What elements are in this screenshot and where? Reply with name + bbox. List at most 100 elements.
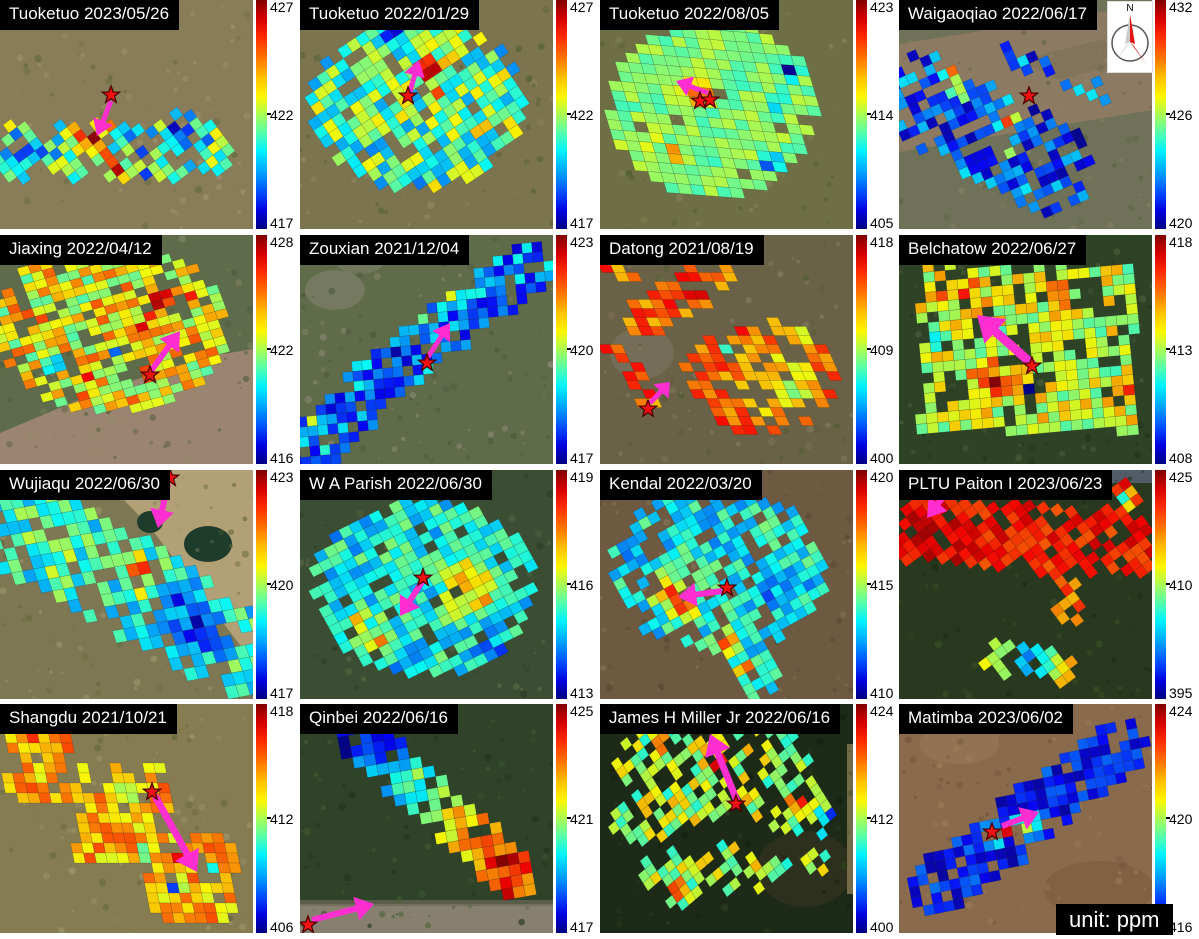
xco2-cell [765, 425, 783, 435]
xco2-cell [389, 336, 401, 348]
power-plant-star-icon [699, 89, 721, 109]
xco2-cell [968, 287, 982, 299]
panel-title: Qinbei 2022/06/16 [300, 704, 458, 735]
xco2-cell [465, 814, 479, 828]
xco2-cell [491, 832, 505, 846]
xco2-cell [1084, 337, 1098, 349]
xco2-cell [370, 348, 382, 360]
xco2-cell [814, 558, 830, 574]
xco2-cell [1103, 416, 1117, 428]
colorbar-max-label: 423 [270, 469, 294, 485]
xco2-cell [797, 416, 815, 426]
power-plant-star-icon [141, 781, 163, 801]
compass-rose: N [1107, 1, 1153, 73]
xco2-cell [475, 869, 489, 883]
xco2-cell [925, 301, 939, 313]
xco2-cell [791, 822, 805, 838]
xco2-cell [1083, 327, 1097, 339]
xco2-cell [1096, 785, 1110, 799]
colorbar-max-label: 418 [870, 234, 894, 250]
xco2-cell [713, 281, 731, 291]
xco2-cell [965, 368, 979, 380]
xco2-cell [1113, 405, 1127, 417]
xco2-cell [248, 617, 253, 632]
xco2-cell [329, 443, 341, 455]
xco2-cell [932, 371, 946, 383]
xco2-cell [1014, 303, 1028, 315]
xco2-cell [1137, 536, 1152, 552]
xco2-cell [771, 161, 789, 173]
xco2-cell [384, 387, 396, 399]
xco2-cell [437, 311, 449, 323]
colorbar-mid-label: 420 [570, 342, 594, 358]
xco2-cell [980, 407, 994, 419]
xco2-cell [468, 318, 480, 330]
xco2-cell [635, 575, 651, 591]
colorbar-mid-tick [867, 348, 871, 350]
xco2-cell [1049, 320, 1063, 332]
xco2-cell [1117, 334, 1131, 346]
xco2-cell [922, 271, 936, 283]
xco2-cell [1099, 376, 1113, 388]
xco2-cell [1048, 310, 1062, 322]
power-plant-star-icon [139, 364, 161, 384]
xco2-cell [141, 812, 155, 824]
xco2-cell [1049, 201, 1063, 215]
xco2-cell [992, 416, 1006, 428]
xco2-cell [219, 872, 233, 884]
xco2-cell [1098, 366, 1112, 378]
xco2-cell [452, 805, 466, 819]
xco2-cell [728, 187, 746, 199]
colorbar-mid-label: 416 [570, 577, 594, 593]
xco2-cell [531, 241, 543, 253]
xco2-cell [1132, 757, 1146, 771]
xco2-cell [1027, 322, 1041, 334]
xco2-cell [1003, 304, 1017, 316]
colorbar-mid-label: 410 [1169, 577, 1193, 593]
xco2-cell [926, 422, 940, 434]
panel-tuoketuo-2022-08-05: Tuoketuo 2022/08/05 423 414 405 [600, 0, 899, 235]
xco2-cell [521, 242, 533, 254]
colorbar [556, 704, 567, 933]
power-plant-star-icon [1018, 85, 1040, 105]
xco2-cell [460, 339, 472, 351]
xco2-cell [372, 740, 386, 754]
xco2-cell [951, 339, 965, 351]
xco2-cell [959, 419, 973, 431]
xco2-cell [966, 378, 980, 390]
xco2-cell [957, 399, 971, 411]
xco2-cell [825, 371, 843, 381]
panel-title: Kendal 2022/03/20 [600, 470, 762, 501]
xco2-cell [1040, 341, 1054, 353]
xco2-cell [949, 319, 963, 331]
xco2-cell [1095, 336, 1109, 348]
colorbar [556, 470, 567, 699]
xco2-cell [383, 377, 395, 389]
xco2-cell [450, 340, 462, 352]
xco2-cell [620, 772, 634, 788]
panel-wujiaqu-2022-06-30: Wujiaqu 2022/06/30 423 420 417 [0, 470, 300, 704]
xco2-cell [238, 656, 253, 672]
colorbar-min-label: 405 [870, 215, 894, 231]
xco2-cell [366, 409, 378, 421]
xco2-cell [532, 251, 544, 263]
xco2-cell [521, 872, 535, 886]
xco2-cell [975, 357, 989, 369]
xco2-cell [512, 885, 526, 899]
xco2-cell [338, 432, 350, 444]
xco2-cell [1064, 359, 1078, 371]
xco2-cell [977, 377, 991, 389]
xco2-cell [144, 772, 158, 784]
xco2-cell [459, 329, 471, 341]
colorbar [856, 704, 867, 933]
xco2-cell [486, 296, 498, 308]
xco2-cell [373, 378, 385, 390]
xco2-cell [493, 642, 509, 658]
terrain-feature [184, 526, 232, 562]
xco2-cell [326, 413, 338, 425]
power-plant-star-icon [412, 567, 434, 587]
xco2-cell [925, 412, 939, 424]
xco2-cell [970, 418, 984, 430]
xco2-cell [1022, 383, 1036, 395]
panel-w-a-parish-2022-06-30: W A Parish 2022/06/30 419 416 413 [300, 470, 600, 704]
